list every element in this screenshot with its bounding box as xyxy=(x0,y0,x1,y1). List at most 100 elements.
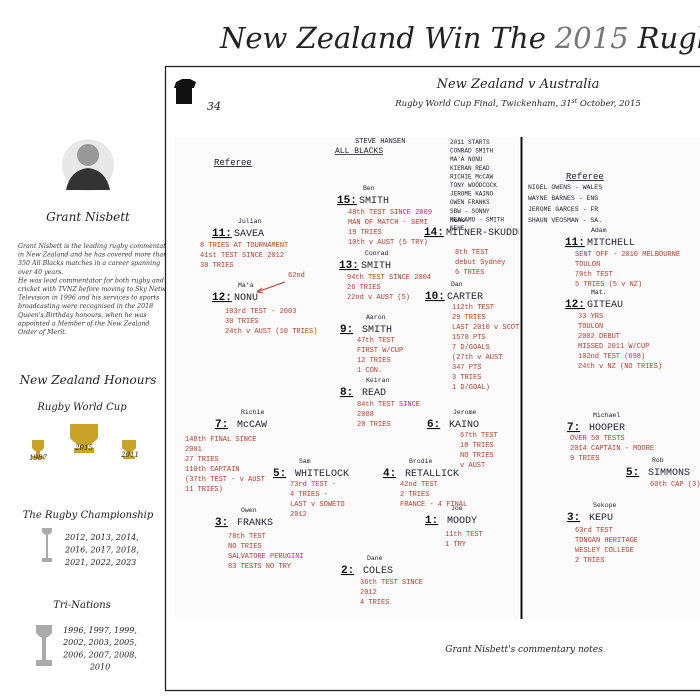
first-name: Ma'a xyxy=(238,282,254,289)
note-line: 2012 xyxy=(360,589,377,597)
jersey-number: 5: xyxy=(626,467,639,479)
note-line: FRANCE - 4 FINAL xyxy=(400,501,467,509)
note-line: 102nd TEST (698) xyxy=(578,353,645,361)
note-line: 19 TRIES xyxy=(348,229,382,237)
notes-left: Referee STEVE HANSEN ALL BLACKS 62nd 201… xyxy=(185,138,536,607)
note-line: 73rd TEST - xyxy=(290,481,336,489)
player-entry: Conrad 13: SMITH 94th TEST SINCE 2004 26 TRI… xyxy=(339,250,431,302)
championship-title: The Rugby Championship xyxy=(23,510,154,521)
starter: KIERAN READ xyxy=(450,165,490,172)
portrait-head xyxy=(77,144,99,166)
note-line: 148th FINAL SINCE xyxy=(185,436,256,444)
jersey-number: 13: xyxy=(339,260,359,272)
first-name: Rob xyxy=(652,457,664,464)
note-line: SENT OFF - 2010 MELBOURNE xyxy=(575,251,680,259)
note-line: 78th TEST xyxy=(228,533,266,541)
player-name: WHITELOCK xyxy=(295,469,349,480)
note-line: 20 TRIES xyxy=(357,421,391,429)
trophy xyxy=(36,625,52,666)
jersey-number: 7: xyxy=(215,419,228,431)
match-title: New Zealand v Australia xyxy=(436,77,600,92)
year-line: 2016, 2017, 2018, xyxy=(64,546,139,555)
player-name: KAINO xyxy=(449,420,479,431)
annotation: 62nd xyxy=(288,272,305,280)
player-name: McCAW xyxy=(237,420,267,431)
trophy xyxy=(32,440,44,459)
note-line: 83 TESTS NO TRY xyxy=(228,563,292,571)
note-line: 42nd TEST xyxy=(400,481,438,489)
note-line: 4 TRIES - xyxy=(290,491,328,499)
first-name: Owen xyxy=(241,507,257,514)
first-name: Aaron xyxy=(366,314,386,321)
player-name: MOODY xyxy=(447,516,477,527)
jersey-number: 14: xyxy=(424,227,444,239)
note-line: 22nd v AUST (5) xyxy=(347,294,410,302)
note-line: 63rd TEST xyxy=(575,527,613,535)
note-line: LAST 2010 v SCOTLAND xyxy=(452,324,536,332)
subtitle-part: Rugby World Cup Final, Twickenham, 31 xyxy=(394,99,571,109)
note-line: 47th TEST xyxy=(357,337,395,345)
note-line: 6 TRIES xyxy=(455,269,484,277)
tri-nations-title: Tri-Nations xyxy=(53,600,111,611)
note-line: 67th TEST xyxy=(460,432,498,440)
player-entry: Richie 7: McCAW 148th FINAL SINCE 2001 27 TRI… xyxy=(185,409,267,494)
first-name: Adam xyxy=(591,227,607,234)
first-name: Michael xyxy=(593,412,620,419)
player-entry: Nehe 14: MILNER-SKUDDER 8th TEST debut Sydne… xyxy=(424,217,519,277)
note-line: TOULON xyxy=(578,323,603,331)
player-entry: Mat. 12: GITEAU 33 YRS TOULON 2002 DEBUT MISSE… xyxy=(565,289,662,371)
note-line: 7 D/GOALS xyxy=(452,344,490,352)
jersey-number: 10: xyxy=(425,291,445,303)
note-line: NO TRIES xyxy=(460,452,494,460)
player-entry: Joe 1: MOODY 11th TEST 1 TRY xyxy=(425,505,483,549)
jersey-number: 11: xyxy=(212,228,232,240)
first-name: Sam xyxy=(299,458,311,465)
note-line: SALVATORE PERUGINI xyxy=(228,553,304,561)
person-name: Grant Nisbett xyxy=(46,210,130,224)
jersey-number: 8: xyxy=(340,387,353,399)
referee-name: SHAUN VEOSMAN - SA. xyxy=(528,217,602,224)
note-line: 11 TRIES) xyxy=(185,486,223,494)
jersey-number: 9: xyxy=(340,324,353,336)
title-year: 2015 xyxy=(554,21,629,55)
starter: RICHIE McCAW xyxy=(450,173,494,180)
bio-line: Television in 1996 and his services to s… xyxy=(18,295,160,302)
bio-line: Queen's Birthday honours, when he was xyxy=(18,312,147,319)
year: 1987 xyxy=(29,454,47,462)
year-line: 2006, 2007, 2008, xyxy=(62,650,137,659)
note-line: FIRST W/CUP xyxy=(357,347,403,355)
jersey-number: 15: xyxy=(337,195,357,207)
note-line: 1 TRY xyxy=(445,541,467,549)
first-name: Conrad xyxy=(365,250,389,257)
player-entry: Ma'a 12: NONU 103rd TEST - 2003 30 TRIES 24th… xyxy=(212,282,317,336)
note-line: 1 D/GOAL) xyxy=(452,384,490,392)
referee-name: NIGEL OWENS - WALES xyxy=(528,184,602,191)
first-name: Julian xyxy=(238,218,262,225)
jersey-number: 1: xyxy=(425,515,438,527)
shirt-icon xyxy=(174,79,196,104)
player-name: RETALLICK xyxy=(405,469,459,480)
starter: NEHE xyxy=(450,225,465,232)
subtitle-part: October, 2015 xyxy=(577,99,641,109)
note-line: 4 TRIES xyxy=(360,599,389,607)
player-name: SMITH xyxy=(361,261,391,272)
note-line: 2 TRIES xyxy=(400,491,429,499)
starter: CONRAD SMITH xyxy=(450,148,494,155)
rwc-title: Rugby World Cup xyxy=(36,402,127,413)
arrow xyxy=(256,281,286,294)
note-line: 1578 PTS xyxy=(452,334,486,342)
title-part: New Zealand Win The xyxy=(219,21,546,55)
jersey-number: 3: xyxy=(215,517,228,529)
note-line: 10 TRIES xyxy=(460,442,494,450)
note-line: TOULON xyxy=(575,261,600,269)
player-entry: Ben 15: SMITH 48th TEST SINCE 2009 MAN OF MA… xyxy=(337,185,432,247)
note-line: 27 TRIES xyxy=(185,456,219,464)
coach: STEVE HANSEN xyxy=(355,138,405,146)
honours-title: New Zealand Honours xyxy=(19,373,157,387)
note-line: 24th v AUST (10 TRIES) xyxy=(225,328,317,336)
note-line: 2012 xyxy=(290,511,307,519)
note-line: WESLEY COLLEGE xyxy=(575,547,634,555)
note-line: 24th v NZ (NO TRIES) xyxy=(578,363,662,371)
player-name: NONU xyxy=(234,293,258,304)
